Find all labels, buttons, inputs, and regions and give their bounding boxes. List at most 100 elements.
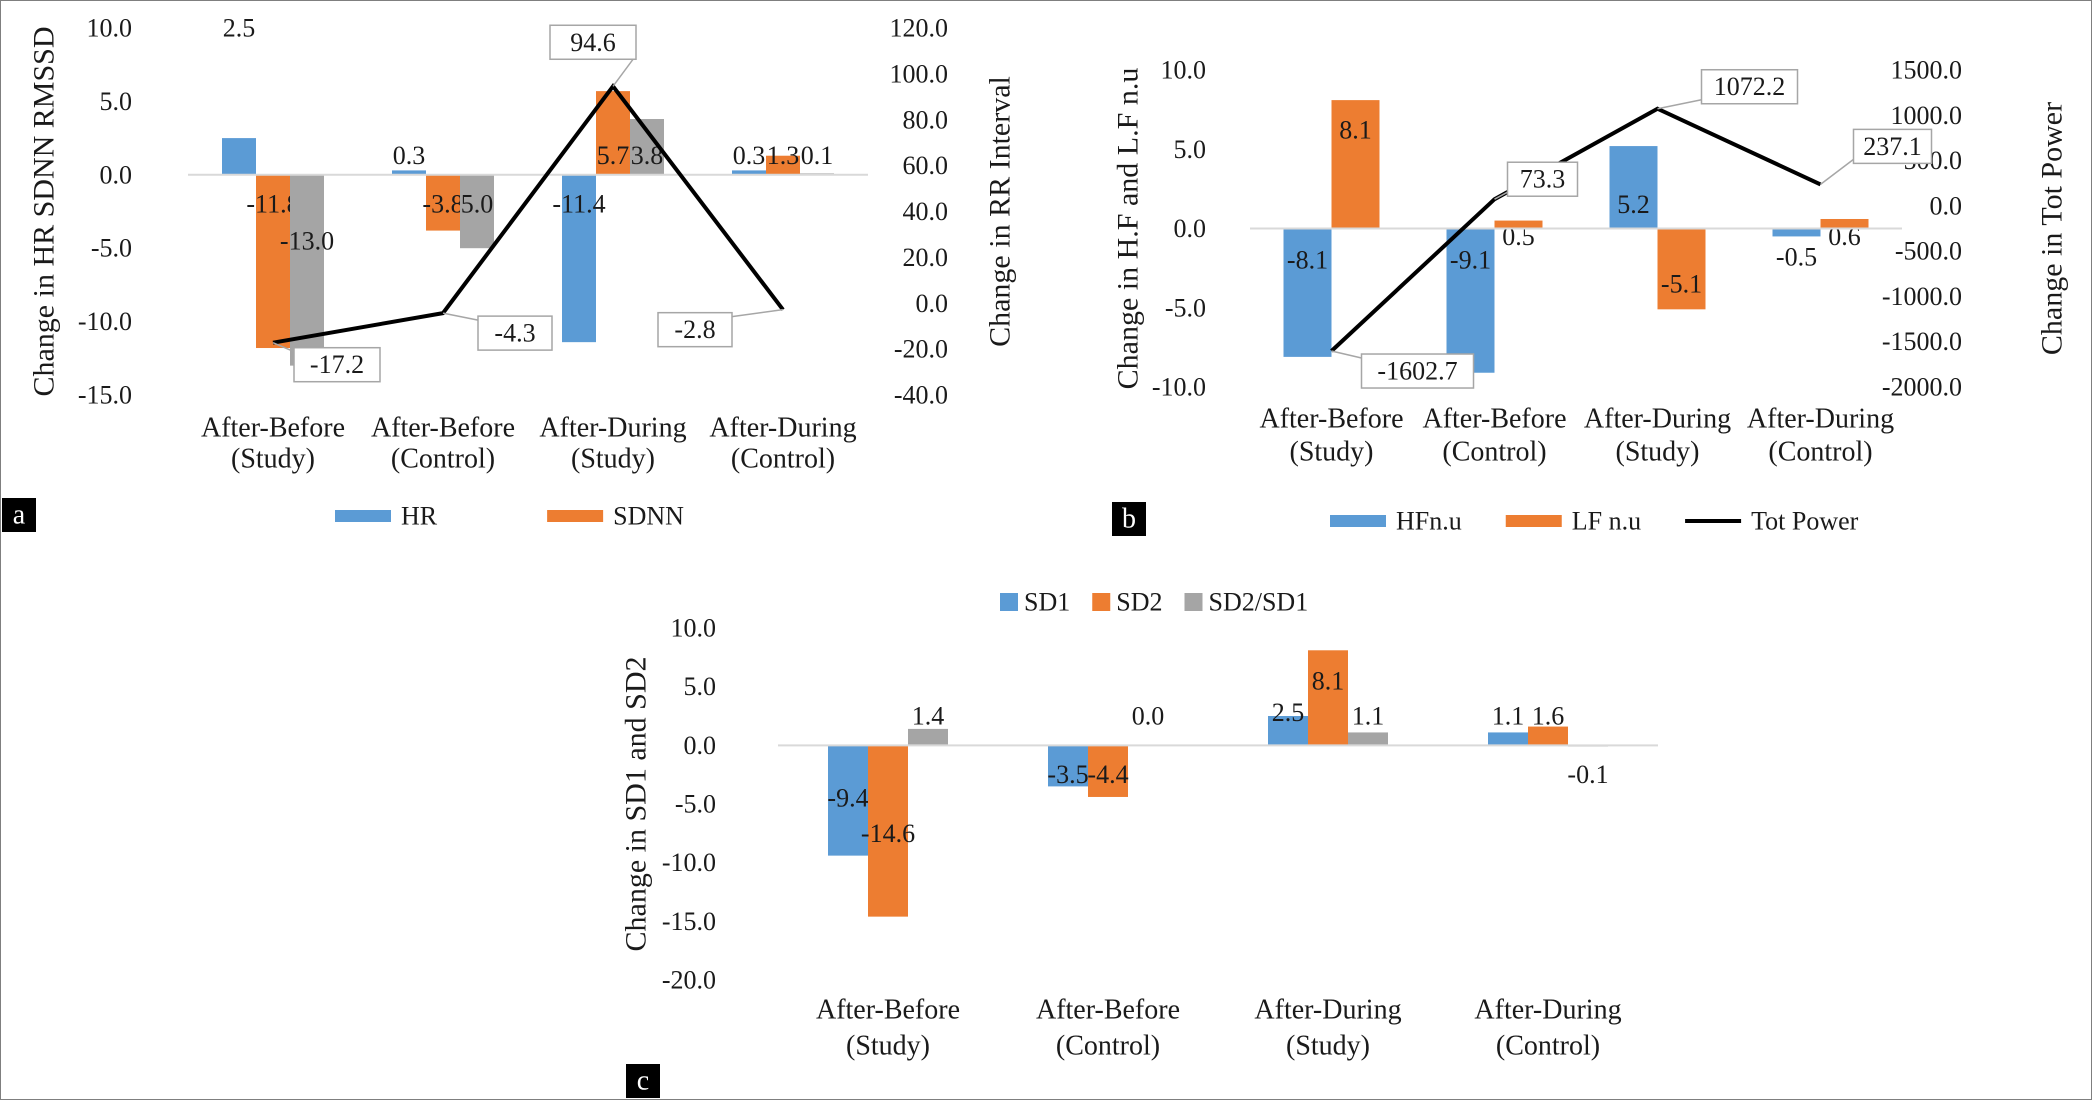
y2-tick-label: 100.0 [890,59,949,88]
bar-sdnn [426,174,460,231]
legend-swatch [335,510,391,522]
y-tick-label: 0.0 [684,731,717,760]
y2-tick-label: 0.0 [1930,191,1963,220]
legend-label: SD1 [1024,588,1070,617]
data-label: -9.4 [827,784,868,813]
data-label: 2.5 [223,14,256,43]
legend-label: SD2 [1116,588,1162,617]
panel-b-chart: 10.05.00.0-5.0-10.01500.01000.0500.00.0-… [1112,56,2069,536]
bar-sd2-sd1 [1348,732,1388,746]
bar-hr [562,174,596,343]
callout-box [657,311,733,348]
data-label: -9.1 [1450,246,1491,275]
line-rr-interval [272,82,785,345]
panel-letter: a [13,500,26,531]
callout-box [1700,68,1799,105]
y2-tick-label: -500.0 [1895,237,1962,266]
category-label: (Study) [1290,437,1374,468]
y-tick-label: 10.0 [1161,56,1207,85]
data-label: 2.5 [1272,698,1305,727]
bar-sd1 [1268,716,1308,746]
category-label: (Study) [1286,1031,1370,1062]
category-label: After-During [709,413,856,444]
bar-sdnn [596,91,630,175]
callout-leader [1494,191,1508,200]
bar-hfn-u [1772,228,1821,237]
bar-hfn-u [1283,228,1332,357]
data-label: 0.3 [393,141,426,170]
line-data-label: -17.2 [310,350,364,379]
data-label: -0.1 [1567,760,1608,789]
data-label: -8.1 [1287,246,1328,275]
category-label: After-Before [816,995,960,1026]
category-label: After-Before [1422,404,1566,435]
data-label: 0.6 [1828,222,1861,251]
category-label: After-Before [201,413,345,444]
y-tick-label: 10.0 [671,614,717,643]
line-data-label: 73.3 [1520,165,1566,194]
bar-hfn-u [1446,228,1495,373]
y-tick-label: 0.0 [1174,214,1207,243]
callout-leader [272,342,295,353]
y-tick-label: -5.0 [1165,293,1206,322]
y-tick-label: -5.0 [675,790,716,819]
bar-sd2 [1308,650,1348,746]
y-tick-label: 5.0 [684,672,717,701]
callout-box [293,346,381,383]
legend-swatch [1330,515,1386,527]
data-label: 1.6 [1532,702,1565,731]
category-label: (Control) [731,444,835,475]
line-data-label: -1602.7 [1377,357,1457,386]
callout-leader [1331,350,1362,359]
bar-sd2-sd1 [908,728,948,746]
y-axis-title: Change in H.F and L.F n.u [1112,68,1145,390]
category-label: After-During [1474,995,1621,1026]
bar-lf-n-u [1657,228,1706,310]
category-label: (Control) [1768,437,1872,468]
category-label: After-During [1254,995,1401,1026]
data-label: 1.4 [912,702,945,731]
callout-box [1506,161,1579,197]
y2-tick-label: -1000.0 [1882,282,1962,311]
legend-label: HFn.u [1396,507,1462,536]
y-tick-label: 5.0 [100,87,133,116]
data-label: 0.3 [733,141,766,170]
y2-tick-label: 1000.0 [1891,101,1963,130]
panel-letter-box [626,1064,660,1098]
bar-rmssd [460,174,494,249]
callout-box [477,315,553,351]
data-label: -13.0 [280,226,334,255]
category-label: (Control) [391,444,495,475]
callout-leader [1820,158,1854,185]
y2-tick-label: 0.0 [916,289,949,318]
data-label: 0.0 [1132,702,1165,731]
category-label: After-During [1747,404,1894,435]
panel-letter: b [1122,504,1136,535]
y2-tick-label: -40.0 [894,381,948,410]
data-label: -4.4 [1087,760,1128,789]
bar-sd2 [1088,745,1128,797]
y-tick-label: -10.0 [662,848,716,877]
y2-axis-title: Change in RR Interval [984,76,1017,347]
callout-leader [1657,99,1702,110]
bar-lf-n-u [1331,100,1380,229]
bar-sd2 [868,745,908,917]
category-label: (Control) [1496,1031,1600,1062]
bar-sd1 [1048,745,1088,787]
bar-sd1 [1488,732,1528,746]
legend-label: SD2/SD1 [1209,588,1309,617]
bar-sdnn [256,174,290,349]
panel-letter: c [637,1066,649,1097]
legend-swatch [1184,593,1203,611]
category-label: (Study) [231,444,315,475]
legend-swatch [1505,515,1562,527]
bar-lf-n-u [1494,220,1543,229]
bar-sdnn [766,155,800,175]
y2-tick-label: -2000.0 [1882,373,1962,402]
data-label: 8.1 [1312,666,1345,695]
y2-tick-label: 80.0 [903,105,949,134]
y2-tick-label: 60.0 [903,151,949,180]
y-tick-label: -10.0 [1152,373,1206,402]
y-axis-title: Change in HR SDNN RMSSD [28,26,61,396]
